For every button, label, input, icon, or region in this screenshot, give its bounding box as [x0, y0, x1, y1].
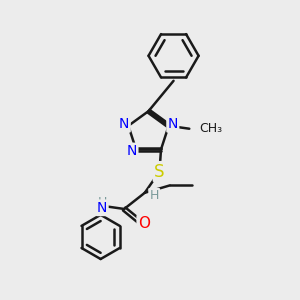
Text: H: H	[149, 189, 159, 202]
Text: CH₃: CH₃	[200, 122, 223, 135]
Text: N: N	[97, 201, 107, 215]
Text: N: N	[119, 117, 129, 131]
Text: H: H	[98, 196, 107, 209]
Text: N: N	[168, 117, 178, 131]
Text: N: N	[127, 144, 137, 158]
Text: O: O	[138, 216, 150, 231]
Text: S: S	[154, 163, 165, 181]
